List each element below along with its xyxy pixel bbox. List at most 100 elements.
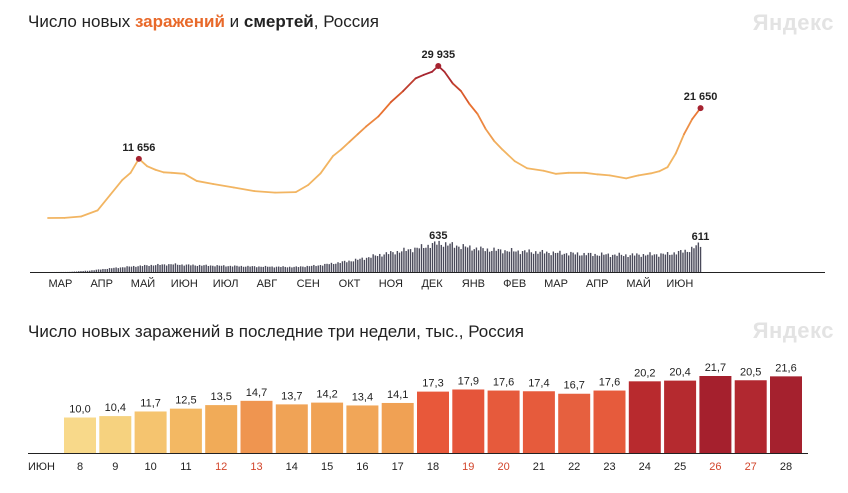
deaths-bar [611,254,614,272]
deaths-bar [383,254,385,272]
day-tick-label: 24 [639,461,651,473]
deaths-bar [600,252,603,272]
deaths-bar [574,254,577,272]
deaths-bar [396,251,399,272]
deaths-bar [585,255,587,272]
infections-line-segment [460,90,471,105]
infections-line-segment [596,173,611,177]
month-tick-label: ФЕВ [503,278,526,290]
deaths-bar [165,265,168,272]
infections-line-segment [377,101,392,118]
day-bar [558,393,591,453]
deaths-bar [379,253,381,272]
deaths-bar [247,265,249,272]
deaths-bar [220,265,223,272]
day-tick-label: 25 [674,461,686,473]
deaths-bar [319,265,322,272]
deaths-bar [361,257,363,272]
infections-line-segment [658,166,669,173]
day-bar [134,411,167,453]
deaths-bar [350,261,352,272]
deaths-bar [688,252,691,272]
deaths-bar [321,265,324,272]
month-tick-label: ИЮН [666,278,693,290]
deaths-bar [449,243,451,272]
deaths-bar [572,252,574,272]
deaths-bar [132,265,135,272]
deaths-bar [699,246,702,272]
deaths-bar [372,254,374,272]
deaths-bar [359,258,361,272]
title-deaths-word: смертей [243,12,314,31]
deaths-bar [352,261,355,272]
deaths-bar [462,244,464,272]
deaths-bar [607,253,609,272]
deaths-bar [671,254,673,272]
deaths-bar [594,253,596,272]
infections-line-segment [365,115,380,128]
deaths-bar [277,266,280,272]
deaths-bar [89,270,91,272]
infections-line-segment [451,82,462,92]
deaths-bar [128,266,130,272]
deaths-bar [486,248,489,272]
bar-value-label: 13,4 [352,391,373,403]
deaths-bar [308,266,311,272]
deaths-bar [269,266,271,272]
deaths-bar [341,261,344,272]
deaths-bar [458,246,460,272]
month-tick-label: АВГ [257,278,278,290]
deaths-bar [376,256,379,272]
deaths-bar [198,264,201,272]
deaths-bar [622,256,625,272]
deaths-bar [473,249,475,272]
deaths-bar [581,255,583,272]
deaths-bar [442,246,445,272]
infections-line-segment [195,180,215,185]
deaths-bar [137,266,139,272]
deaths-bar [693,248,695,272]
deaths-bar [625,254,627,272]
deaths-bar [185,264,188,272]
infections-line-segment [584,171,599,176]
month-tick-label: АПР [586,278,608,290]
deaths-bar [471,250,473,272]
bar-value-label: 14,2 [316,389,337,401]
bar-value-label: 20,2 [634,367,655,379]
infections-line-segment [422,70,433,76]
deaths-bar [326,263,328,272]
deaths-bar [168,264,170,272]
deaths-bar [684,249,686,272]
deaths-bar [337,262,339,272]
deaths-bar [576,252,579,272]
bar-value-label: 21,6 [775,362,796,374]
deaths-bar [666,252,669,272]
deaths-bar [100,269,102,272]
infections-line-segment [63,215,82,219]
day-bar [734,380,767,453]
infections-line-segment [253,190,277,194]
month-tick-label: МАЙ [131,277,155,290]
infections-line-segment [183,172,198,182]
deaths-bar [508,251,511,272]
deaths-bar [223,265,225,272]
deaths-bar [196,265,199,272]
deaths-bar [675,254,678,272]
deaths-bar [416,247,418,272]
infections-line-segment [170,171,186,175]
infections-line-segment [121,171,132,181]
day-tick-label: 14 [286,461,298,473]
deaths-bar [541,249,544,272]
deaths-bar [403,247,405,272]
bar-value-label: 17,9 [458,375,479,387]
deaths-bar [682,252,684,272]
deaths-bar [642,254,645,272]
deaths-bar [603,254,605,272]
yandex-logo: Яндекс [752,10,834,35]
deaths-bar [174,263,177,272]
deaths-bar [119,267,122,272]
deaths-bar [414,247,416,272]
deaths-bar [104,269,106,272]
deaths-bar [264,265,267,272]
deaths-bar [554,253,557,272]
